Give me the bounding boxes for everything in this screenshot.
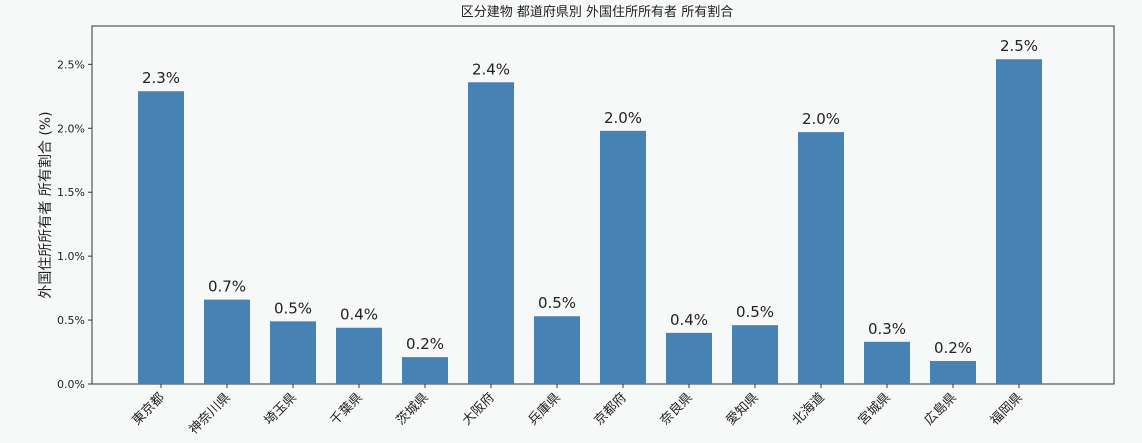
bar (204, 299, 250, 384)
x-tick-label: 東京都 (129, 390, 168, 429)
x-tick-label: 兵庫県 (526, 390, 564, 428)
bar (402, 357, 448, 384)
value-label: 2.4% (472, 60, 510, 78)
bar (864, 341, 910, 384)
x-tick-label: 茨城県 (394, 390, 432, 428)
value-label: 2.3% (142, 69, 180, 87)
y-axis-label: 外国住所所有者 所有割合 (%) (37, 111, 54, 298)
bar (798, 132, 844, 384)
bar (138, 91, 184, 384)
y-tick-label: 0.0% (57, 378, 85, 391)
bar (666, 332, 712, 384)
bar (468, 82, 514, 384)
x-tick-label: 埼玉県 (262, 390, 300, 428)
value-label: 0.4% (340, 306, 378, 324)
x-tick-label: 神奈川県 (186, 390, 233, 437)
y-tick-label: 2.0% (57, 122, 85, 135)
x-tick-label: 大阪府 (460, 390, 498, 428)
bar (930, 360, 976, 384)
x-tick-label: 京都府 (592, 390, 630, 428)
x-tick-label: 愛知県 (723, 390, 762, 429)
y-tick-label: 1.0% (57, 250, 85, 263)
value-label: 0.5% (736, 303, 774, 321)
value-label: 2.5% (1000, 37, 1038, 55)
y-tick-label: 1.5% (57, 186, 85, 199)
value-label: 0.2% (406, 335, 444, 353)
value-label: 0.7% (208, 278, 246, 296)
x-tick-label: 北海道 (790, 390, 828, 428)
x-tick-label: 奈良県 (657, 390, 696, 429)
value-label: 2.0% (604, 109, 642, 127)
bar (270, 321, 316, 384)
x-tick-label: 宮城県 (855, 390, 894, 429)
value-label: 0.3% (868, 320, 906, 338)
bar (336, 327, 382, 384)
y-tick-label: 0.5% (57, 314, 85, 327)
x-tick-label: 福岡県 (988, 390, 1026, 428)
x-tick-label: 広島県 (922, 390, 960, 428)
bar (534, 316, 580, 384)
chart-title: 区分建物 都道府県別 外国住所所有者 所有割合 (461, 4, 733, 20)
x-tick-label: 千葉県 (328, 390, 366, 428)
value-label: 0.2% (934, 339, 972, 357)
bar (996, 59, 1042, 384)
bar (600, 130, 646, 384)
value-label: 2.0% (802, 110, 840, 128)
y-tick-label: 2.5% (57, 58, 85, 71)
value-label: 0.4% (670, 311, 708, 329)
value-label: 0.5% (274, 299, 312, 317)
value-label: 0.5% (538, 294, 576, 312)
bar (732, 325, 778, 384)
